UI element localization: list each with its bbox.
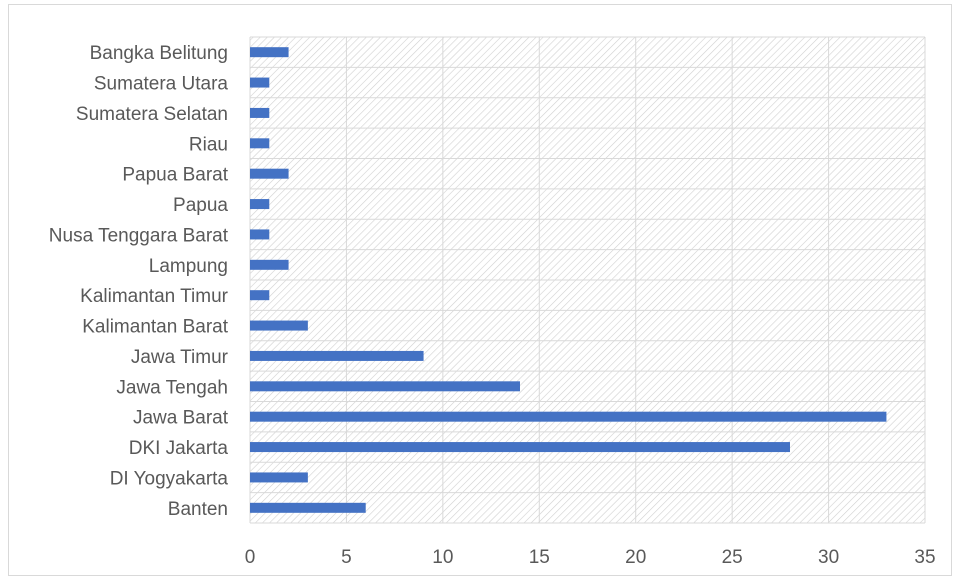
category-label: DI Yogyakarta (110, 468, 229, 489)
bar (250, 442, 790, 453)
tick-label: 10 (432, 547, 453, 568)
tick-label: 20 (625, 547, 646, 568)
bars (250, 47, 887, 513)
bar (250, 320, 308, 331)
category-label: Bangka Belitung (90, 43, 228, 64)
bar (250, 502, 366, 513)
category-label: Kalimantan Timur (80, 286, 229, 307)
bar (250, 290, 270, 301)
grid-lines (249, 36, 926, 524)
tick-label: 35 (914, 547, 935, 568)
category-label: Papua Barat (122, 165, 228, 186)
category-label: Lampung (149, 256, 228, 277)
bar (250, 472, 308, 483)
bar (250, 381, 520, 392)
category-label: DKI Jakarta (129, 438, 229, 459)
bar (250, 77, 270, 88)
category-label: Sumatera Selatan (76, 104, 228, 125)
bar (250, 259, 289, 270)
category-label: Riau (189, 134, 228, 155)
tick-label: 25 (722, 547, 743, 568)
category-label: Jawa Timur (131, 347, 229, 368)
category-label: Nusa Tenggara Barat (49, 225, 229, 246)
category-label: Papua (173, 195, 228, 216)
tick-label: 0 (245, 547, 256, 568)
category-label: Kalimantan Barat (82, 317, 228, 338)
category-label: Jawa Tengah (116, 377, 228, 398)
bar (250, 350, 424, 361)
category-label: Banten (168, 499, 228, 520)
tick-label: 15 (529, 547, 550, 568)
bar (250, 138, 270, 149)
bar (250, 168, 289, 179)
x-tick-labels: 0 5 10 15 20 25 30 35 (245, 547, 936, 568)
bar (250, 229, 270, 240)
bar (250, 199, 270, 210)
category-label: Sumatera Utara (94, 74, 229, 95)
bar (250, 411, 887, 422)
bar (250, 107, 270, 118)
tick-label: 5 (341, 547, 352, 568)
category-label: Jawa Barat (133, 408, 229, 429)
tick-label: 30 (818, 547, 839, 568)
category-labels: Bangka Belitung Sumatera Utara Sumatera Se… (49, 43, 229, 520)
bar (250, 47, 289, 58)
